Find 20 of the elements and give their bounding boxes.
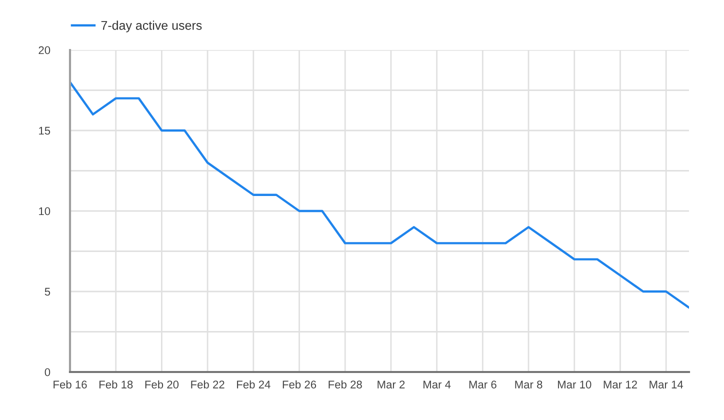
x-tick-label: Feb 20: [145, 380, 179, 388]
y-tick-label: 15: [39, 126, 50, 135]
x-tick-label: Mar 14: [650, 380, 684, 388]
x-tick-label: Feb 24: [237, 380, 270, 388]
x-tick-label: Mar 4: [424, 380, 451, 388]
x-tick-label: Feb 28: [328, 380, 362, 388]
x-tick-label: Mar 2: [378, 380, 405, 388]
y-tick-label: 20: [38, 46, 50, 54]
legend-label: 7-day active users: [101, 20, 202, 32]
y-tick-label: 10: [39, 207, 50, 216]
x-tick-label: Feb 26: [282, 380, 316, 388]
x-tick-label: Mar 6: [469, 380, 496, 388]
y-tick-label: 0: [44, 368, 50, 376]
x-tick-label: Feb 22: [191, 380, 224, 388]
x-tick-label: Feb 16: [54, 380, 87, 388]
x-tick-label: Mar 8: [515, 380, 542, 388]
x-tick-label: Mar 12: [604, 380, 637, 388]
x-tick-label: Feb 18: [99, 380, 133, 388]
y-tick-label: 5: [44, 288, 50, 296]
x-tick-label: Mar 10: [558, 380, 592, 388]
